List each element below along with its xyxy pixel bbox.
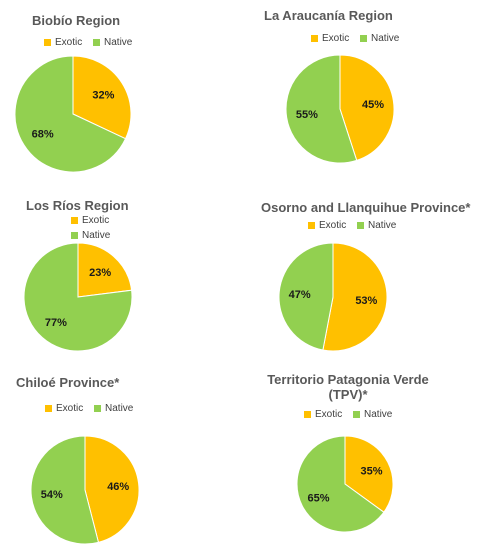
chart-title-tpv-line-1: Territorio Patagonia Verde [267,372,429,387]
pie-slice-native [14,55,127,173]
data-label-native: 54% [41,489,63,501]
legend-label-native: Native [371,33,400,44]
legend-swatch-exotic [45,405,52,412]
pie-slice-exotic [322,242,388,352]
data-label-native: 55% [296,109,318,121]
legend-item-exotic: Exotic [71,215,110,226]
data-label-exotic: 45% [362,99,384,111]
legend-swatch-exotic [311,35,318,42]
legend-item-native: Native [94,403,133,414]
legend-item-native: Native [357,220,396,231]
legend-label-native: Native [82,230,111,241]
legend-label-native: Native [364,409,393,420]
pie-slice-exotic [344,435,394,513]
pie-slice-native [30,435,100,545]
pie-chart-los-rios: 23% 77% [23,242,133,352]
pie-slice-exotic [72,55,132,140]
pie-slice-exotic [77,242,133,298]
legend-swatch-exotic [71,217,78,224]
legend-item-native: Native [353,409,392,420]
data-label-native: 68% [32,128,54,140]
legend-swatch-exotic [304,411,311,418]
pie-slice-exotic [339,54,395,161]
legend-item-exotic: Exotic [311,33,349,44]
legend-item-exotic: Exotic [44,37,82,48]
pie-slice-native [278,242,334,351]
legend-araucania: Exotic Native [311,33,407,45]
chart-title-biobio: Biobío Region [32,13,121,28]
data-label-native: 77% [45,317,67,329]
legend-item-exotic: Exotic [304,409,342,420]
data-label-exotic: 23% [89,267,111,279]
legend-label-exotic: Exotic [319,220,347,231]
legend-swatch-native [93,39,101,46]
legend-swatch-native [353,411,361,418]
legend-label-native: Native [104,37,133,48]
legend-item-exotic: Exotic [45,403,83,414]
chart-title-chiloe: Chiloé Province* [16,375,120,390]
legend-label-exotic: Exotic [56,403,84,414]
pie-slice-native [23,242,133,352]
data-label-native: 65% [307,493,329,505]
legend-item-exotic: Exotic [308,220,346,231]
data-label-exotic: 46% [107,481,129,493]
legend-label-exotic: Exotic [82,215,110,226]
pie-chart-tpv: 35% 65% [296,435,394,533]
data-label-exotic: 35% [361,465,383,477]
pie-chart-chiloe: 46% 54% [30,435,140,545]
legend-label-exotic: Exotic [322,33,350,44]
legend-chiloe: Exotic Native [45,403,141,415]
legend-swatch-native [71,232,78,239]
chart-title-araucania: La Araucanía Region [264,8,393,23]
legend-osorno-llanquihue: Exotic Native [308,220,404,232]
chart-title-osorno-llanquihue: Osorno and Llanquihue Province* [261,200,471,215]
legend-label-exotic: Exotic [315,409,343,420]
pie-slice-exotic [84,435,140,543]
legend-item-native: Native [93,37,132,48]
data-label-exotic: 53% [355,295,377,307]
data-label-native: 47% [289,289,311,301]
data-label-exotic: 32% [92,90,114,102]
pie-chart-araucania: 45% 55% [285,54,395,164]
legend-swatch-exotic [44,39,51,46]
legend-item-native: Native [360,33,399,44]
pie-slice-native [296,435,385,533]
legend-label-native: Native [105,403,134,414]
chart-title-tpv-line-2: (TPV)* [328,387,368,402]
legend-swatch-native [360,35,368,42]
legend-swatch-native [94,405,102,412]
pie-chart-biobio: 32% 68% [14,55,132,173]
legend-swatch-exotic [308,222,315,229]
legend-tpv: Exotic Native [304,409,400,421]
legend-label-exotic: Exotic [55,37,83,48]
legend-item-native: Native [71,230,110,241]
pie-chart-osorno-llanquihue: 53% 47% [278,242,388,352]
pie-slice-native [285,54,358,164]
legend-label-native: Native [368,220,397,231]
chart-title-los-rios: Los Ríos Region [26,198,129,213]
legend-los-rios: Exotic Native [71,215,110,245]
chart-title-tpv: Territorio Patagonia Verde (TPV)* [260,372,436,402]
legend-biobio: Exotic Native [44,37,140,49]
legend-swatch-native [357,222,365,229]
